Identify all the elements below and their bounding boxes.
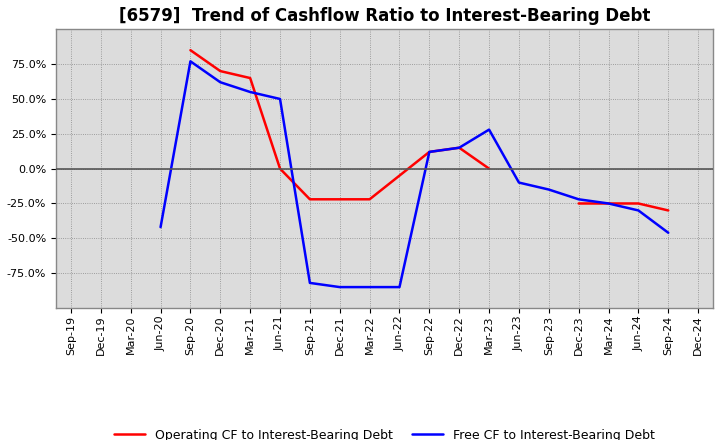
Free CF to Interest-Bearing Debt: [575, 197, 583, 202]
Free CF to Interest-Bearing Debt: [305, 280, 314, 286]
Free CF to Interest-Bearing Debt: [664, 230, 672, 235]
Free CF to Interest-Bearing Debt: [365, 284, 374, 290]
Free CF to Interest-Bearing Debt: [544, 187, 553, 192]
Free CF to Interest-Bearing Debt: [186, 59, 194, 64]
Free CF to Interest-Bearing Debt: [485, 127, 493, 132]
Free CF to Interest-Bearing Debt: [634, 208, 643, 213]
Free CF to Interest-Bearing Debt: [604, 201, 613, 206]
Free CF to Interest-Bearing Debt: [515, 180, 523, 185]
Free CF to Interest-Bearing Debt: [246, 89, 254, 95]
Free CF to Interest-Bearing Debt: [455, 145, 464, 150]
Free CF to Interest-Bearing Debt: [395, 284, 404, 290]
Free CF to Interest-Bearing Debt: [425, 149, 433, 154]
Free CF to Interest-Bearing Debt: [336, 284, 344, 290]
Free CF to Interest-Bearing Debt: [216, 80, 225, 85]
Free CF to Interest-Bearing Debt: [276, 96, 284, 102]
Legend: Operating CF to Interest-Bearing Debt, Free CF to Interest-Bearing Debt: Operating CF to Interest-Bearing Debt, F…: [109, 424, 660, 440]
Title: [6579]  Trend of Cashflow Ratio to Interest-Bearing Debt: [6579] Trend of Cashflow Ratio to Intere…: [119, 7, 650, 25]
Free CF to Interest-Bearing Debt: [156, 224, 165, 230]
Line: Free CF to Interest-Bearing Debt: Free CF to Interest-Bearing Debt: [161, 61, 668, 287]
